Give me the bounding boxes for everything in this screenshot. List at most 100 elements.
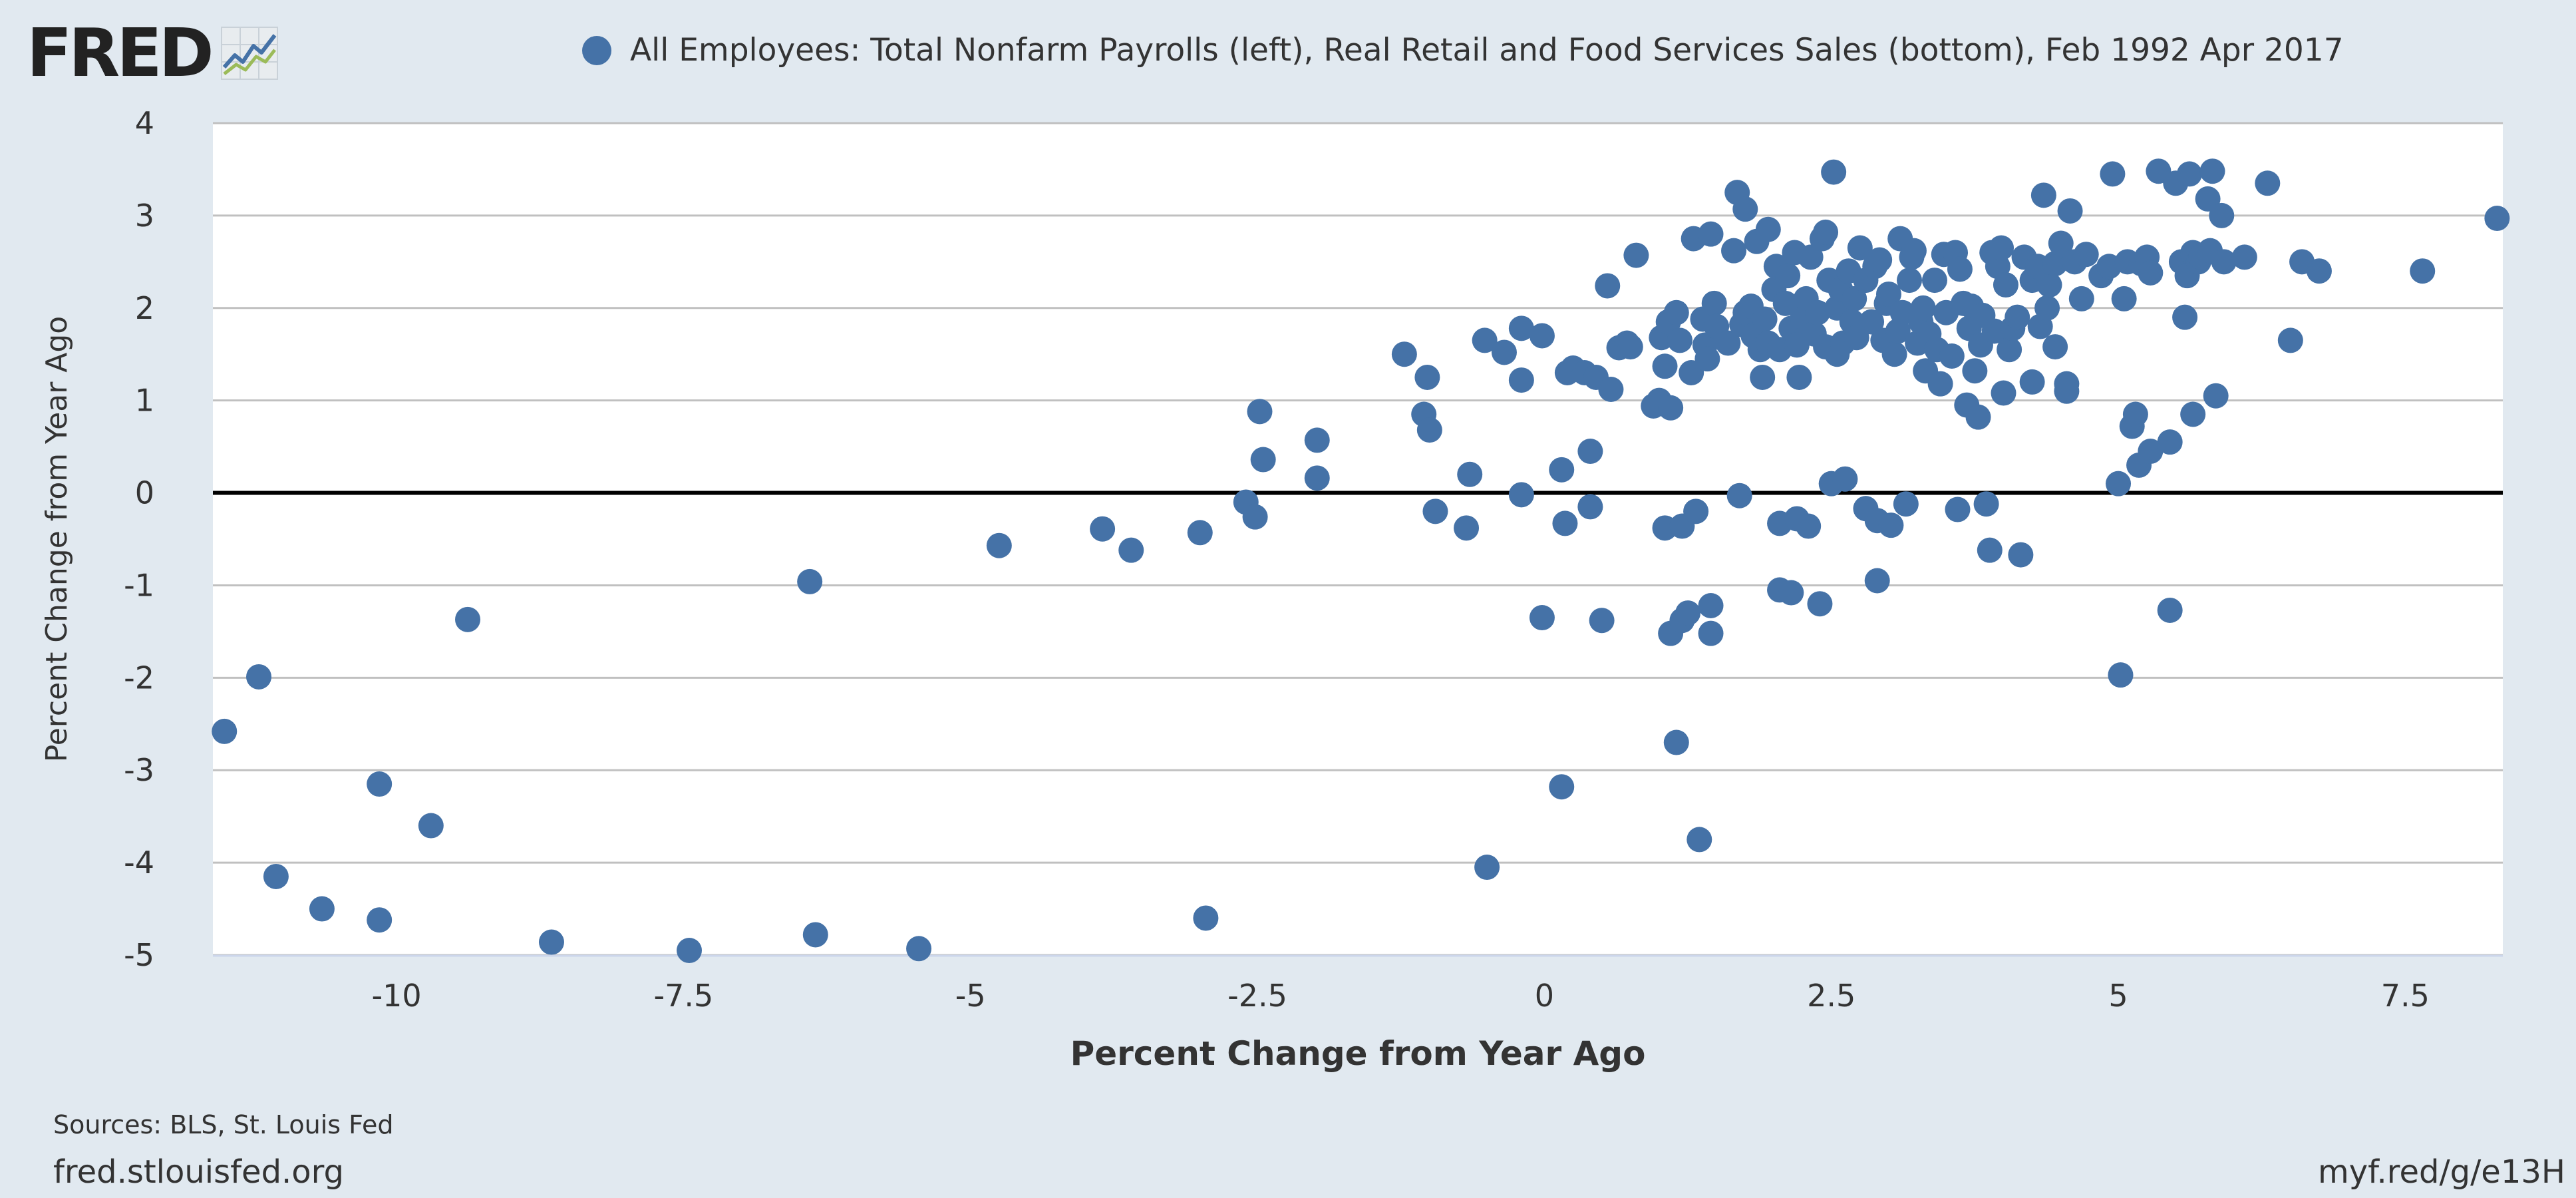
data-point[interactable] <box>1598 377 1624 402</box>
data-point[interactable] <box>2255 170 2281 196</box>
data-point[interactable] <box>1187 520 1213 546</box>
data-point[interactable] <box>1663 300 1689 325</box>
data-point[interactable] <box>2073 242 2099 268</box>
data-point[interactable] <box>1807 591 1833 617</box>
data-point[interactable] <box>1675 600 1701 626</box>
data-point[interactable] <box>1193 905 1219 931</box>
data-point[interactable] <box>1798 244 1824 270</box>
data-point[interactable] <box>1732 196 1758 222</box>
data-point[interactable] <box>1247 399 1273 425</box>
data-point[interactable] <box>986 532 1012 558</box>
data-point[interactable] <box>1577 439 1603 465</box>
data-point[interactable] <box>2484 206 2510 232</box>
data-point[interactable] <box>1529 323 1555 349</box>
data-point[interactable] <box>1821 159 1847 185</box>
data-point[interactable] <box>1698 593 1724 618</box>
data-point[interactable] <box>1623 242 1649 268</box>
data-point[interactable] <box>1893 491 1919 517</box>
data-point[interactable] <box>2180 401 2206 427</box>
data-point[interactable] <box>1589 608 1615 634</box>
data-point[interactable] <box>1118 537 1144 563</box>
data-point[interactable] <box>1752 306 1778 332</box>
data-point[interactable] <box>2231 244 2257 270</box>
data-point[interactable] <box>1991 380 2016 406</box>
data-point[interactable] <box>2057 198 2083 224</box>
data-point[interactable] <box>212 718 238 744</box>
data-point[interactable] <box>2019 369 2045 395</box>
data-point[interactable] <box>1844 325 1869 351</box>
data-point[interactable] <box>538 929 564 955</box>
data-point[interactable] <box>2157 429 2183 455</box>
data-point[interactable] <box>1250 447 1276 473</box>
data-point[interactable] <box>2277 327 2303 353</box>
data-point[interactable] <box>1945 497 1971 522</box>
data-point[interactable] <box>802 922 828 948</box>
data-point[interactable] <box>1962 358 1988 384</box>
scatter-chart[interactable]: 4 3 2 1 0 -1 -2 -3 -4 -5 -10 -7.5 -5 -2.5 0 2.5 5 7.5 Pe… <box>0 0 2576 1092</box>
data-point[interactable] <box>2172 304 2198 330</box>
data-point[interactable] <box>2042 334 2068 360</box>
data-point[interactable] <box>906 936 932 962</box>
data-point[interactable] <box>1491 339 1517 365</box>
data-point[interactable] <box>1772 290 1798 316</box>
data-point[interactable] <box>1927 371 1953 397</box>
data-point[interactable] <box>1993 272 2018 298</box>
data-point[interactable] <box>1454 515 1480 541</box>
data-point[interactable] <box>1552 510 1578 536</box>
data-point[interactable] <box>797 568 823 594</box>
data-point[interactable] <box>1414 364 1440 390</box>
data-point[interactable] <box>2106 471 2132 497</box>
data-point[interactable] <box>1721 238 1747 264</box>
data-point[interactable] <box>1472 327 1498 353</box>
data-point[interactable] <box>2199 158 2225 184</box>
data-point[interactable] <box>1694 346 1720 372</box>
data-point[interactable] <box>2005 304 2030 330</box>
data-point[interactable] <box>1508 482 1534 508</box>
data-point[interactable] <box>1864 568 1890 594</box>
data-point[interactable] <box>2157 597 2183 623</box>
data-point[interactable] <box>1549 457 1575 483</box>
data-point[interactable] <box>1652 353 1678 379</box>
data-point[interactable] <box>1391 341 1417 367</box>
data-point[interactable] <box>1832 466 1858 492</box>
data-point[interactable] <box>2100 161 2126 187</box>
data-point[interactable] <box>1617 334 1643 360</box>
data-point[interactable] <box>263 863 289 889</box>
data-point[interactable] <box>2048 230 2074 256</box>
data-point[interactable] <box>1667 327 1692 353</box>
data-point[interactable] <box>1715 330 1741 356</box>
chart-legend[interactable]: All Employees: Total Nonfarm Payrolls (l… <box>582 32 2344 69</box>
data-point[interactable] <box>2122 401 2148 427</box>
data-point[interactable] <box>2036 272 2062 298</box>
data-point[interactable] <box>1698 620 1724 646</box>
data-point[interactable] <box>1304 427 1330 453</box>
data-point[interactable] <box>1242 504 1268 530</box>
data-point[interactable] <box>2068 286 2094 311</box>
data-point[interactable] <box>367 907 393 933</box>
data-point[interactable] <box>1847 235 1873 261</box>
data-point[interactable] <box>309 896 335 922</box>
data-point[interactable] <box>2195 186 2221 212</box>
data-point[interactable] <box>1508 367 1534 393</box>
data-point[interactable] <box>1529 605 1555 631</box>
data-point[interactable] <box>1658 395 1684 421</box>
data-point[interactable] <box>1595 273 1621 299</box>
data-point[interactable] <box>1997 337 2022 363</box>
data-point[interactable] <box>1090 516 1116 542</box>
data-point[interactable] <box>1778 580 1804 606</box>
data-point[interactable] <box>1875 281 1901 307</box>
data-point[interactable] <box>1796 513 1822 539</box>
data-point[interactable] <box>1508 315 1534 341</box>
data-point[interactable] <box>2008 542 2034 568</box>
data-point[interactable] <box>1989 235 2014 261</box>
data-point[interactable] <box>2138 439 2164 465</box>
data-point[interactable] <box>1939 343 1965 369</box>
data-point[interactable] <box>1973 491 1999 517</box>
data-point[interactable] <box>2108 662 2134 688</box>
data-point[interactable] <box>2138 260 2164 286</box>
data-point[interactable] <box>2042 251 2068 277</box>
data-point[interactable] <box>1422 499 1448 524</box>
data-point[interactable] <box>2111 286 2137 311</box>
data-point[interactable] <box>1304 465 1330 491</box>
data-point[interactable] <box>1755 216 1781 242</box>
